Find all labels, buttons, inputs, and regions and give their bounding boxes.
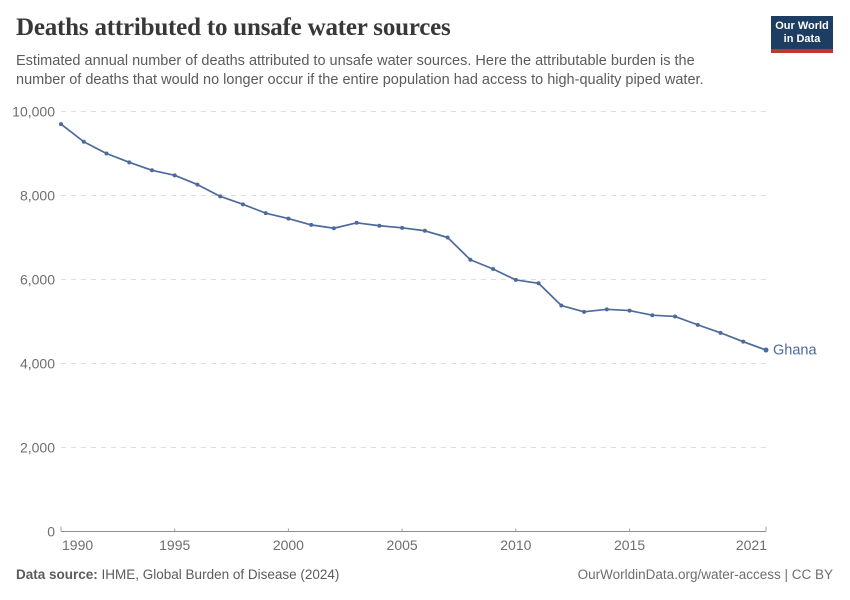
y-axis-tick-label: 0 [47, 524, 55, 540]
data-point[interactable] [650, 313, 655, 318]
data-point[interactable] [673, 314, 678, 319]
data-point[interactable] [582, 309, 587, 314]
x-axis-tick-label: 2010 [500, 537, 531, 553]
data-source-value: IHME, Global Burden of Disease (2024) [97, 567, 340, 582]
y-axis-tick-label: 2,000 [20, 440, 55, 456]
data-point[interactable] [354, 220, 359, 225]
series-end-label-ghana[interactable]: Ghana [773, 343, 817, 359]
chart-header: Deaths attributed to unsafe water source… [16, 13, 756, 89]
data-point[interactable] [536, 281, 541, 286]
data-source: Data source: IHME, Global Burden of Dise… [16, 567, 339, 582]
y-axis-tick-label: 10,000 [12, 104, 55, 120]
y-axis-tick-label: 6,000 [20, 272, 55, 288]
x-axis-tick-label: 2005 [387, 537, 418, 553]
data-point[interactable] [763, 347, 769, 353]
data-point[interactable] [741, 339, 746, 344]
data-point[interactable] [149, 168, 154, 173]
data-point[interactable] [195, 182, 200, 187]
data-point[interactable] [400, 225, 405, 230]
x-axis-tick-label: 2000 [273, 537, 304, 553]
data-point[interactable] [240, 202, 245, 207]
data-point[interactable] [286, 216, 291, 221]
data-point[interactable] [59, 122, 63, 127]
data-point[interactable] [263, 211, 268, 216]
data-point[interactable] [309, 222, 314, 227]
data-point[interactable] [377, 223, 382, 228]
data-point[interactable] [627, 308, 632, 313]
owid-logo-line2: in Data [783, 33, 821, 45]
owid-logo-line1: Our World [775, 20, 829, 32]
data-point[interactable] [127, 160, 132, 165]
chart-title: Deaths attributed to unsafe water source… [16, 14, 451, 41]
data-point[interactable] [104, 151, 109, 156]
data-point[interactable] [718, 330, 723, 335]
x-axis-tick-label: 2015 [614, 537, 645, 553]
data-point[interactable] [422, 228, 427, 233]
data-point[interactable] [491, 267, 496, 271]
data-point[interactable] [559, 303, 564, 308]
data-point[interactable] [445, 235, 450, 240]
chart-subtitle-line2: number of deaths that would no longer oc… [16, 71, 704, 88]
chart-subtitle-line1: Estimated annual number of deaths attrib… [16, 53, 695, 69]
series-line-ghana[interactable] [60, 123, 767, 351]
data-source-label: Data source: [16, 567, 98, 582]
x-axis-tick-label: 1990 [62, 537, 93, 553]
y-axis-tick-label: 4,000 [20, 356, 55, 372]
x-axis-tick-label: 1995 [159, 537, 190, 553]
data-point[interactable] [513, 277, 518, 282]
data-point[interactable] [604, 307, 609, 312]
owid-logo[interactable]: Our World in Data [771, 16, 833, 53]
data-point[interactable] [468, 257, 473, 262]
y-axis-tick-label: 8,000 [20, 188, 55, 204]
chart-footer: Data source: IHME, Global Burden of Dise… [16, 567, 833, 582]
data-point[interactable] [331, 226, 336, 231]
data-point[interactable] [695, 322, 700, 327]
data-point[interactable] [172, 173, 177, 178]
data-point[interactable] [81, 139, 86, 144]
data-point[interactable] [218, 194, 223, 199]
x-axis-tick-label: 2021 [736, 537, 767, 553]
footer-license-link[interactable]: OurWorldinData.org/water-access | CC BY [577, 567, 833, 582]
